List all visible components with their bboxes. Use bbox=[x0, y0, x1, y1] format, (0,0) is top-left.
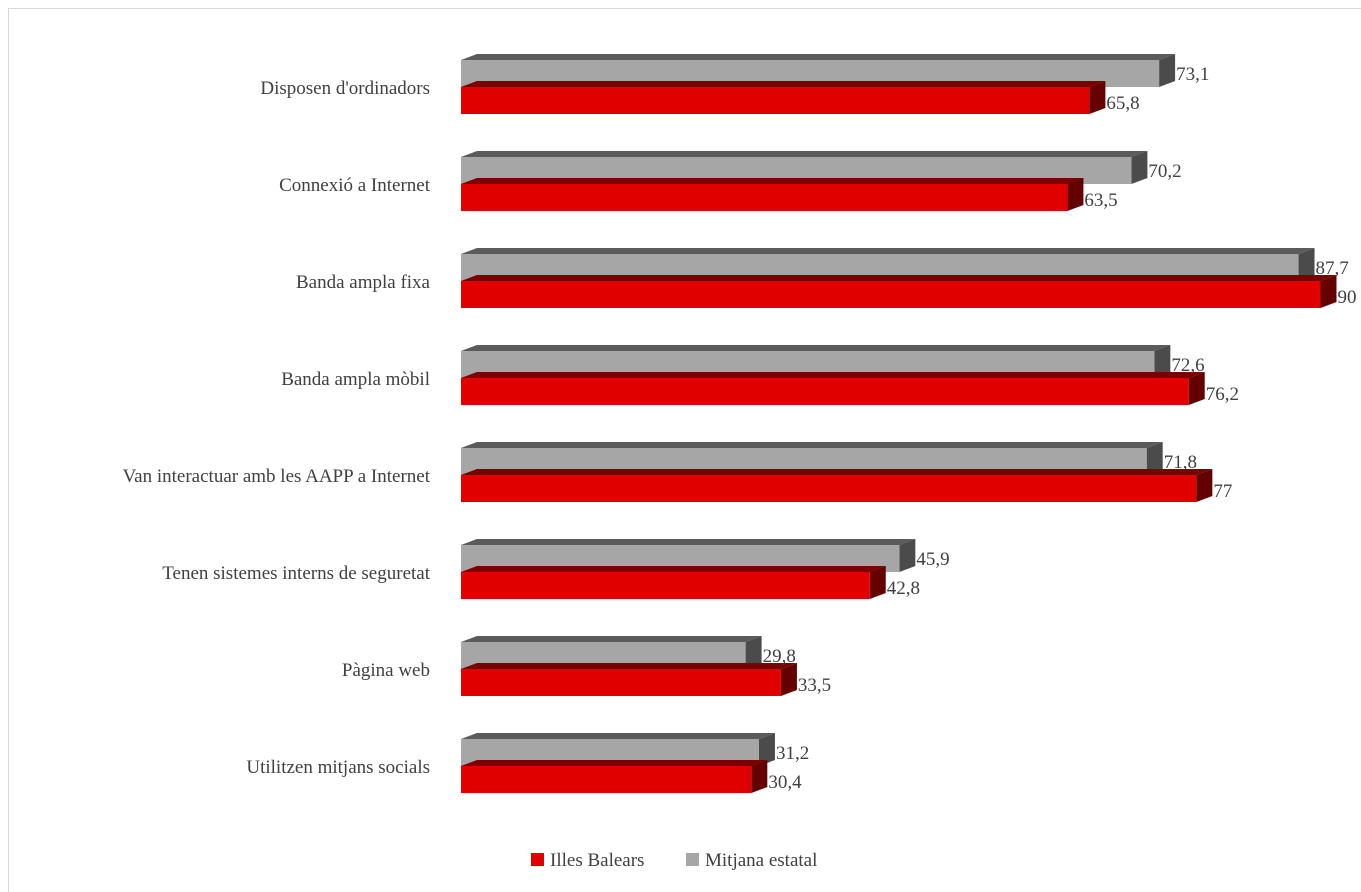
bar-illes-balears bbox=[461, 378, 1189, 405]
bar-illes-balears bbox=[461, 572, 870, 599]
bar-mitjana-estatal-side bbox=[1131, 151, 1148, 184]
bar-illes-balears-side bbox=[1067, 178, 1084, 211]
data-label-illes-balears: 65,8 bbox=[1106, 93, 1139, 114]
data-label-mitjana-estatal: 45,9 bbox=[916, 549, 949, 570]
legend: Illes Balears Mitjana estatal bbox=[531, 850, 817, 871]
bar-illes-balears bbox=[461, 669, 781, 696]
bar-mitjana-estatal-top bbox=[461, 733, 775, 739]
bar-mitjana-estatal-side bbox=[899, 539, 916, 572]
bar-illes-balears-side bbox=[1188, 372, 1205, 405]
bar-mitjana-estatal-side bbox=[745, 636, 762, 669]
data-label-illes-balears: 63,5 bbox=[1084, 190, 1117, 211]
data-label-illes-balears: 77 bbox=[1213, 481, 1232, 502]
bar-illes-balears bbox=[461, 281, 1321, 308]
category-group bbox=[461, 151, 1148, 211]
bar-mitjana-estatal-side bbox=[1159, 54, 1176, 87]
bar-illes-balears-side bbox=[1320, 275, 1337, 308]
category-label: Pàgina web bbox=[342, 660, 430, 681]
bar-illes-balears-top bbox=[461, 372, 1205, 378]
bar-illes-balears bbox=[461, 475, 1197, 502]
bar-illes-balears-side bbox=[869, 566, 886, 599]
bar-illes-balears bbox=[461, 766, 752, 793]
bar-mitjana-estatal-side bbox=[1154, 345, 1171, 378]
bar-illes-balears-top bbox=[461, 275, 1337, 281]
category-label: Van interactuar amb les AAPP a Internet bbox=[123, 466, 431, 487]
data-label-mitjana-estatal: 31,2 bbox=[776, 743, 809, 764]
category-group bbox=[461, 539, 916, 599]
category-label: Tenen sistemes interns de seguretat bbox=[162, 563, 430, 584]
bar-illes-balears-top bbox=[461, 178, 1084, 184]
bar-illes-balears-side bbox=[780, 663, 797, 696]
category-label: Utilitzen mitjans socials bbox=[246, 757, 430, 778]
category-group bbox=[461, 733, 775, 793]
data-label-illes-balears: 90 bbox=[1338, 287, 1357, 308]
bar-illes-balears-top bbox=[461, 81, 1106, 87]
category-label: Connexió a Internet bbox=[279, 175, 431, 196]
bar-mitjana-estatal-side bbox=[1146, 442, 1163, 475]
category-label: Banda ampla mòbil bbox=[281, 369, 430, 390]
bar-mitjana-estatal-top bbox=[461, 636, 762, 642]
data-label-mitjana-estatal: 73,1 bbox=[1176, 64, 1209, 85]
legend-swatch bbox=[686, 853, 699, 866]
data-label-mitjana-estatal: 29,8 bbox=[763, 646, 796, 667]
data-label-mitjana-estatal: 72,6 bbox=[1171, 355, 1204, 376]
data-label-mitjana-estatal: 70,2 bbox=[1148, 161, 1181, 182]
bar-illes-balears-top bbox=[461, 760, 768, 766]
bar-illes-balears-side bbox=[1089, 81, 1106, 114]
bar-illes-balears-side bbox=[751, 760, 768, 793]
data-label-illes-balears: 30,4 bbox=[768, 772, 802, 793]
bars-layer bbox=[461, 54, 1337, 793]
category-group bbox=[461, 345, 1205, 405]
bar-mitjana-estatal-side bbox=[758, 733, 775, 766]
legend-item: Illes Balears bbox=[531, 850, 644, 871]
category-group bbox=[461, 54, 1176, 114]
bar-mitjana-estatal-top bbox=[461, 345, 1171, 351]
legend-item: Mitjana estatal bbox=[686, 850, 817, 871]
bar-illes-balears-top bbox=[461, 566, 886, 572]
data-label-illes-balears: 76,2 bbox=[1206, 384, 1239, 405]
bar-mitjana-estatal-top bbox=[461, 54, 1176, 60]
bar-mitjana-estatal-top bbox=[461, 248, 1315, 254]
legend-label: Illes Balears bbox=[550, 850, 644, 871]
data-label-mitjana-estatal: 87,7 bbox=[1316, 258, 1349, 279]
category-label: Banda ampla fixa bbox=[296, 272, 431, 293]
data-label-illes-balears: 42,8 bbox=[887, 578, 920, 599]
category-group bbox=[461, 442, 1213, 502]
bar-illes-balears-side bbox=[1196, 469, 1213, 502]
bar-mitjana-estatal-top bbox=[461, 151, 1148, 157]
legend-label: Mitjana estatal bbox=[705, 850, 817, 871]
bar-illes-balears bbox=[461, 87, 1090, 114]
bar-illes-balears-top bbox=[461, 469, 1213, 475]
category-group bbox=[461, 248, 1337, 308]
bar-illes-balears bbox=[461, 184, 1068, 211]
labels-layer: Disposen d'ordinadors 73,1 65,8 Connexió a … bbox=[123, 64, 1357, 793]
data-label-mitjana-estatal: 71,8 bbox=[1164, 452, 1197, 473]
bar-mitjana-estatal-top bbox=[461, 539, 916, 545]
category-label: Disposen d'ordinadors bbox=[260, 78, 430, 99]
bar-mitjana-estatal-top bbox=[461, 442, 1163, 448]
legend-swatch bbox=[531, 853, 544, 866]
bar-mitjana-estatal-side bbox=[1298, 248, 1315, 281]
bar-illes-balears-top bbox=[461, 663, 797, 669]
data-label-illes-balears: 33,5 bbox=[798, 675, 831, 696]
category-group bbox=[461, 636, 797, 696]
